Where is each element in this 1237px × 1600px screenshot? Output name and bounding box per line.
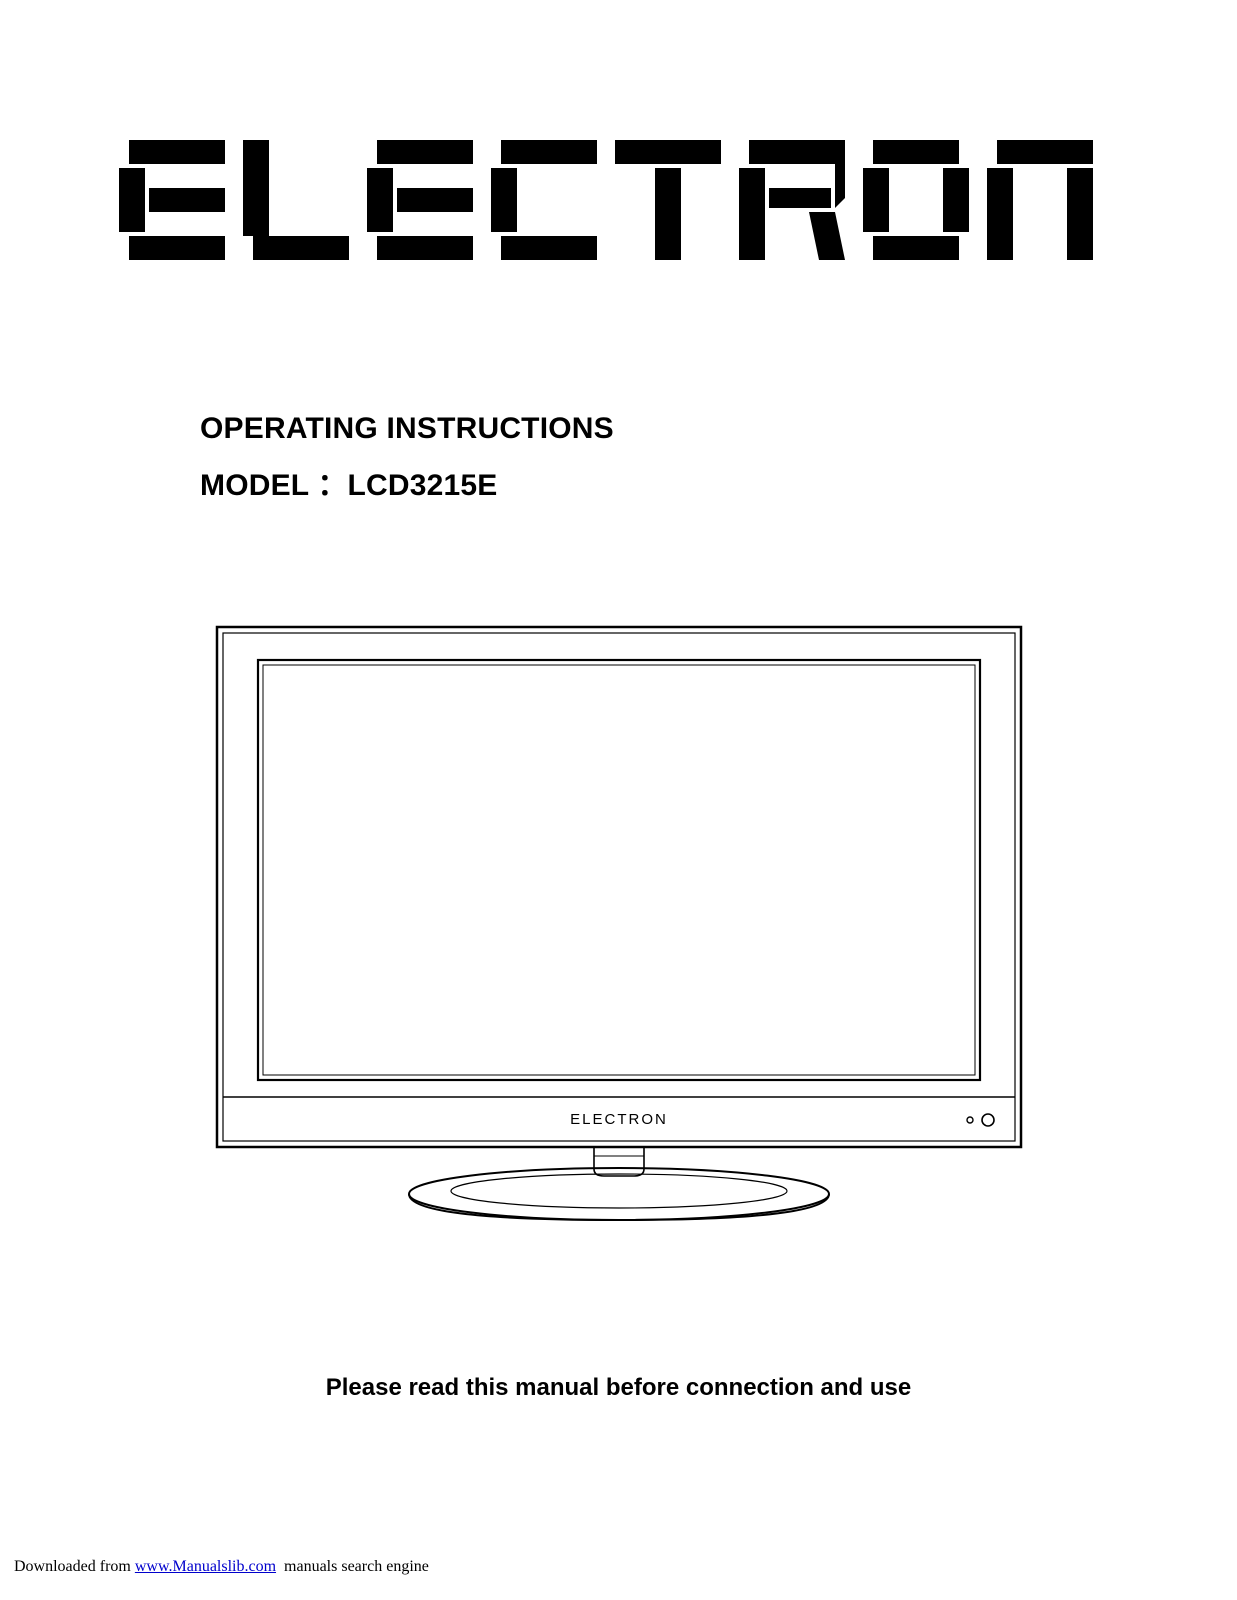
footer-prefix: Downloaded from (14, 1558, 135, 1575)
heading-block: OPERATING INSTRUCTIONS MODEL ：LCD3215E (200, 400, 614, 514)
download-footer: Downloaded from www.Manualslib.com manua… (14, 1558, 429, 1576)
footer-suffix: manuals search engine (276, 1558, 429, 1575)
heading-line-2: MODEL ：LCD3215E (200, 457, 614, 514)
read-manual-notice: Please read this manual before connectio… (326, 1374, 912, 1402)
manualslib-link[interactable]: www.Manualslib.com (135, 1558, 276, 1575)
heading-line-1: OPERATING INSTRUCTIONS (200, 400, 614, 457)
tv-illustration: ELECTRON (214, 624, 1024, 1224)
document-page: OPERATING INSTRUCTIONS MODEL ：LCD3215E E… (0, 0, 1237, 1600)
brand-logo (119, 140, 1119, 260)
tv-bezel-brand-text: ELECTRON (570, 1111, 668, 1128)
